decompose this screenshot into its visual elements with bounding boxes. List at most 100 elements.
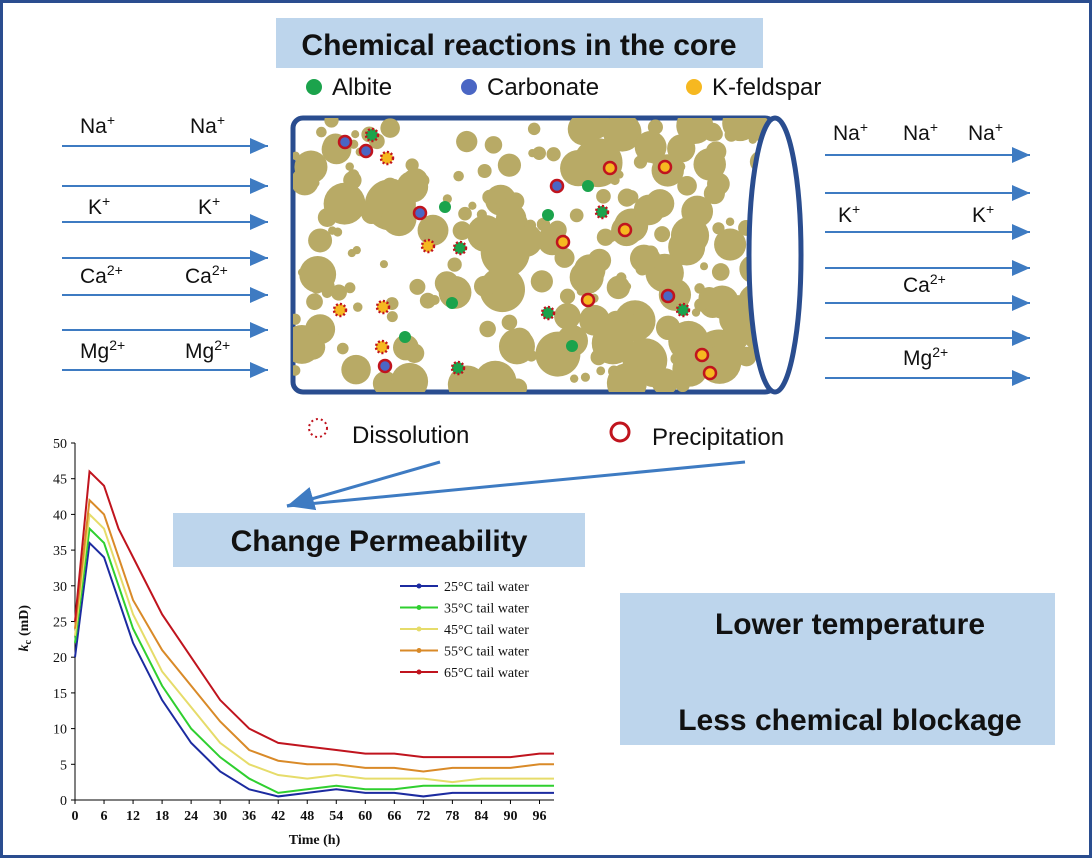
x-tick-label: 66 [387,809,401,824]
ion-symbol: Na [968,122,995,145]
grain [714,228,747,261]
grain [554,303,581,330]
grain [306,293,323,311]
grain [316,126,327,138]
ion-charge: 2+ [212,262,228,278]
grain [344,282,356,294]
grain [560,150,597,187]
grain [576,287,586,296]
mineral-grain [446,297,458,309]
grain [530,270,553,293]
header-box [276,18,763,68]
mineral-grain [542,209,554,221]
mineral-grain [594,204,610,220]
grain [629,244,658,273]
dissolution-icon [308,418,328,438]
grain [606,275,631,300]
grain [495,203,527,234]
grain [293,167,319,196]
mineral-grain [660,288,676,304]
grain [714,266,726,278]
grain [330,284,347,301]
grain [596,189,611,204]
grain [748,135,757,144]
grain [324,118,339,128]
grain [484,136,503,154]
grain [712,222,725,235]
ion-charge: + [102,193,110,209]
ion-label: Mg2+ [80,337,125,363]
grain [489,201,498,210]
grain [312,315,332,335]
grain [456,130,478,153]
x-tick-label: 18 [155,809,169,824]
series-line [74,540,554,798]
x-tick-label: 24 [184,809,198,824]
grain [532,146,546,161]
grain [602,118,642,152]
grain [596,228,615,246]
y-tick-label: 35 [53,544,67,559]
legend-marker [416,605,422,610]
ion-symbol: Na [903,122,930,145]
grain [548,220,567,240]
grain [482,189,498,205]
grain [725,217,735,227]
grain [391,362,429,392]
ion-label: K+ [198,193,220,219]
grain [647,119,663,135]
grain [345,162,354,171]
grain [300,334,326,360]
precipitation-icon [609,421,631,443]
x-tick-label: 6 [101,809,108,824]
ion-symbol: K [838,204,852,227]
mineral-swatch [686,79,702,95]
grain [708,126,723,141]
legend-label: 45°C tail water [444,623,529,638]
grain [293,313,301,325]
ion-label: Na+ [80,112,115,138]
ion-label: Na+ [190,112,225,138]
ion-charge: + [986,201,994,217]
result-text: Change Permeability [231,525,528,558]
arrow [286,460,441,511]
mineral-grain [379,150,395,166]
mineral-grain [399,331,411,343]
grain [409,278,426,295]
x-tick-label: 84 [474,809,488,824]
mineral-grain [582,180,594,192]
mineral-grain [549,178,565,194]
legend-marker [416,669,422,675]
ion-symbol: Ca [185,265,212,288]
grain [392,334,419,361]
grain [361,203,383,224]
grain [700,262,709,271]
grain [297,268,306,277]
grain [536,217,551,232]
series-line [74,469,554,759]
x-tick-label: 96 [532,809,546,824]
grain [478,169,487,178]
grain [626,314,638,325]
mineral-label: K-feldspar [712,74,821,101]
ion-symbol: Mg [185,340,214,363]
mineral-grain [555,234,571,250]
ion-symbol: Na [80,115,107,138]
mineral-grain [420,238,436,254]
x-tick-label: 78 [445,809,459,824]
ion-charge: + [217,112,225,128]
mineral-grain [675,302,691,318]
grain [317,208,337,227]
grain [468,201,477,210]
grain [326,193,346,213]
grain [353,302,363,312]
grain [447,257,462,272]
mineral-grain [439,201,451,213]
y-tick-label: 30 [53,580,67,595]
grain [321,279,335,293]
mineral-grain [540,305,556,321]
y-label-main: k [17,645,32,652]
ion-charge: + [860,119,868,135]
ion-label: Ca2+ [80,262,123,288]
